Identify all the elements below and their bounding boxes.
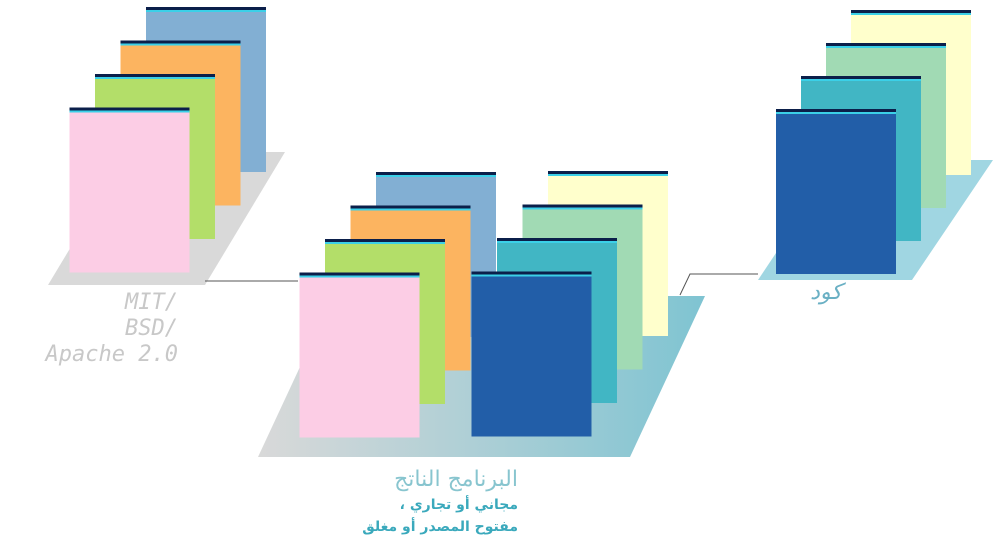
center-left-page-1-top-highlight	[376, 175, 496, 177]
center-right-page-4-top-edge	[471, 271, 592, 275]
right-page-4-top-edge	[776, 109, 896, 112]
center-left-page-3-top-edge	[325, 239, 445, 242]
left-page-3-top-edge	[95, 74, 215, 77]
center-right-page-1-top-edge	[548, 171, 668, 174]
left-page-2-top-edge	[120, 40, 241, 44]
left-group-pages	[69, 7, 266, 273]
center-right-page-4	[471, 271, 592, 437]
center-left-page-2-top-highlight	[350, 208, 471, 211]
left-page-4-top-highlight	[69, 110, 190, 113]
license-line-bsd: BSD/	[125, 316, 178, 341]
right-page-3-top-highlight	[801, 79, 921, 81]
right-group-pages	[776, 10, 971, 274]
center-right-page-4-top-highlight	[471, 274, 592, 277]
result-label: البرنامج الناتج مجاني أو تجاري ، مفتوح ا…	[250, 466, 518, 538]
right-page-2-top-edge	[826, 43, 946, 46]
right-page-1-top-highlight	[851, 13, 971, 15]
left-page-3-top-highlight	[95, 77, 215, 79]
right-page-4-top-highlight	[776, 112, 896, 114]
left-page-4	[69, 107, 190, 273]
result-line-1: مجاني أو تجاري ،	[399, 497, 518, 513]
right-connector-line	[679, 273, 758, 296]
right-page-1-top-edge	[851, 10, 971, 13]
center-right-page-2-top-edge	[522, 204, 643, 208]
right-page-2-top-highlight	[826, 46, 946, 48]
center-right-page-2-top-highlight	[522, 207, 643, 210]
center-left-page-4-top-edge	[299, 272, 420, 276]
center-right-page-3-top-highlight	[497, 241, 617, 243]
left-page-2-top-highlight	[120, 43, 241, 46]
center-right-page-1-top-highlight	[548, 174, 668, 176]
license-line-apache: Apache 2.0	[45, 342, 178, 367]
right-page-4	[776, 109, 896, 274]
right-page-3-top-edge	[801, 76, 921, 79]
center-left-page-4	[299, 272, 420, 438]
license-label: MIT/ BSD/ Apache 2.0	[8, 290, 178, 368]
left-page-1-top-edge	[146, 7, 266, 10]
result-title: البرنامج الناتج	[394, 467, 518, 492]
left-page-4-top-edge	[69, 107, 190, 111]
center-left-page-2-top-edge	[350, 205, 471, 209]
center-left-page-1-top-edge	[376, 172, 496, 175]
left-page-1-top-highlight	[146, 10, 266, 12]
center-left-page-4-top-highlight	[299, 275, 420, 278]
center-right-page-3-top-edge	[497, 238, 617, 241]
result-line-2: مفتوح المصدر أو مغلق	[362, 519, 518, 535]
center-left-page-3-top-highlight	[325, 242, 445, 244]
license-line-mit: MIT/	[125, 290, 178, 315]
code-label: كود	[810, 280, 842, 305]
center-right-pages	[471, 171, 668, 437]
